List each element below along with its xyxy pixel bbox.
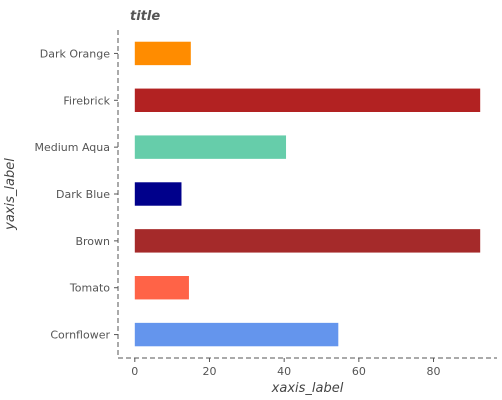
bar-dark-blue: [134, 182, 182, 206]
y-tick-label-brown: Brown: [75, 235, 110, 248]
bar-dark-orange: [134, 41, 191, 66]
y-tick-label-firebrick: Firebrick: [63, 94, 110, 107]
y-tick-label-cornflower: Cornflower: [50, 329, 110, 342]
x-tick-label: 60: [352, 365, 366, 378]
y-tick-label-dark-blue: Dark Blue: [56, 188, 110, 201]
bar-tomato: [134, 276, 189, 300]
bar-brown: [134, 229, 481, 253]
x-tick-label: 20: [202, 365, 216, 378]
y-tick-label-medium-aqua: Medium Aqua: [34, 141, 110, 154]
y-ticks-group: Cornflower Tomato Brown Dark Blue Medium Aqu…: [34, 47, 118, 342]
x-axis-label: xaxis_label: [271, 381, 344, 396]
y-tick-label-tomato: Tomato: [69, 282, 110, 295]
bars-group: [134, 41, 481, 347]
bar-firebrick: [134, 88, 481, 112]
x-tick-label: 0: [131, 365, 138, 378]
x-tick-label: 40: [277, 365, 291, 378]
chart-title: title: [130, 9, 160, 24]
y-tick-label-dark-orange: Dark Orange: [40, 47, 110, 60]
bar-cornflower: [134, 322, 339, 347]
bar-medium-aqua: [134, 135, 287, 159]
x-tick-label: 80: [427, 365, 441, 378]
x-ticks-group: 0 20 40 60 80: [131, 358, 441, 378]
y-axis-label: yaxis_label: [3, 158, 18, 231]
